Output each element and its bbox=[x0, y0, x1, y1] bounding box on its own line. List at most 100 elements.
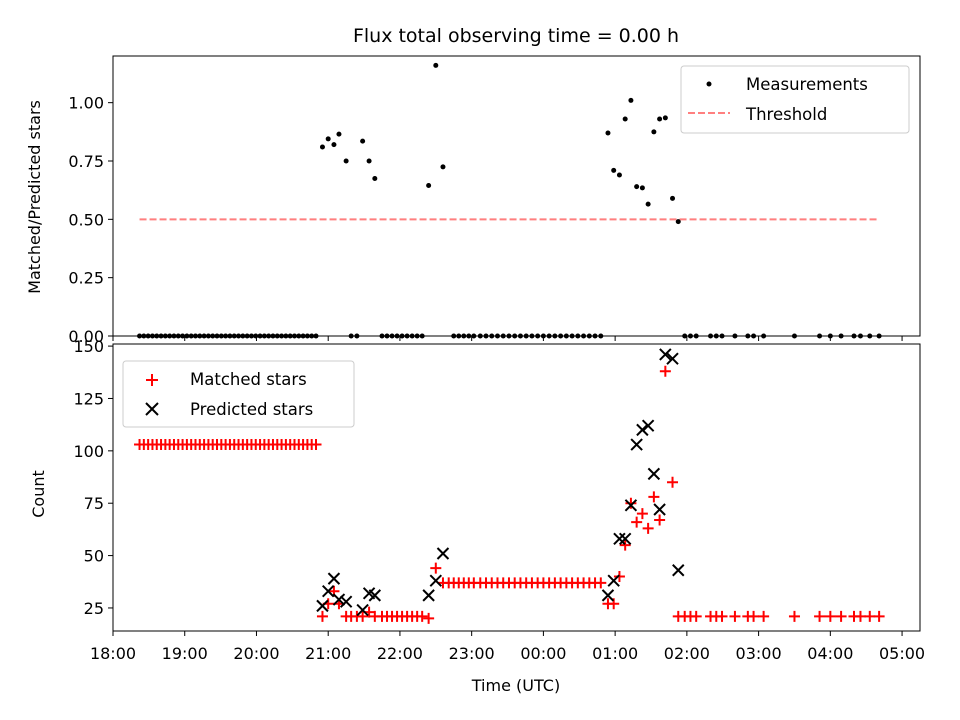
x-tick-label: 19:00 bbox=[162, 644, 208, 663]
measurement-point bbox=[651, 129, 657, 135]
predicted-star-point bbox=[613, 532, 626, 546]
predicted-star-point bbox=[422, 589, 435, 602]
measurement-point bbox=[319, 144, 325, 150]
matched-star-point bbox=[864, 610, 876, 622]
predicted-star-point bbox=[368, 589, 382, 602]
predicted-star-point bbox=[647, 467, 661, 481]
legend-matched-label: Matched stars bbox=[190, 370, 307, 389]
x-tick-label: 20:00 bbox=[233, 644, 279, 663]
measurement-point bbox=[675, 219, 681, 225]
bottom-y-tick-label: 50 bbox=[84, 547, 104, 566]
top-legend: Measurements Threshold bbox=[680, 65, 910, 134]
matched-star-point bbox=[758, 610, 770, 622]
matched-star-point bbox=[748, 610, 760, 622]
bottom-plot-area bbox=[134, 348, 885, 624]
legend-measurements-label: Measurements bbox=[746, 75, 868, 94]
matched-star-point bbox=[659, 365, 671, 377]
predicted-star-point bbox=[436, 547, 450, 560]
bottom-y-tick-label: 75 bbox=[84, 494, 104, 513]
measurement-point bbox=[366, 158, 372, 164]
measurement-point bbox=[372, 176, 378, 181]
matched-star-point bbox=[430, 562, 442, 574]
matched-star-point bbox=[636, 508, 648, 520]
matched-star-point bbox=[310, 439, 322, 451]
measurement-point bbox=[605, 130, 611, 136]
matched-star-point bbox=[316, 610, 328, 622]
predicted-star-point bbox=[659, 348, 672, 361]
matched-star-point bbox=[613, 571, 625, 583]
bottom-y-tick-label: 100 bbox=[73, 442, 104, 461]
measurement-point bbox=[616, 172, 622, 178]
measurement-point bbox=[634, 184, 640, 190]
predicted-star-point bbox=[653, 503, 666, 516]
measurement-point bbox=[426, 183, 432, 188]
predicted-star-point bbox=[630, 438, 643, 451]
matched-star-point bbox=[814, 610, 826, 622]
top-y-tick-label: 0.25 bbox=[68, 269, 104, 288]
legend-predicted-label: Predicted stars bbox=[190, 400, 313, 419]
predicted-star-point bbox=[607, 574, 620, 587]
predicted-star-point bbox=[339, 595, 353, 608]
matched-star-point bbox=[595, 577, 607, 589]
legend-predicted-marker bbox=[145, 402, 159, 416]
measurement-point bbox=[433, 62, 439, 68]
matched-star-point bbox=[654, 514, 666, 526]
legend-threshold-label: Threshold bbox=[745, 105, 827, 124]
matched-star-point bbox=[854, 610, 866, 622]
matched-star-point bbox=[835, 610, 847, 622]
bottom-legend-box bbox=[122, 360, 355, 428]
matched-star-point bbox=[625, 497, 637, 509]
bottom-axes-frame bbox=[112, 343, 921, 632]
predicted-star-point bbox=[601, 589, 615, 602]
x-tick-label: 22:00 bbox=[377, 644, 423, 663]
top-y-axis-label: Matched/Predicted stars bbox=[25, 100, 44, 294]
matched-star-point bbox=[416, 610, 428, 622]
predicted-star-point bbox=[321, 584, 335, 598]
matched-star-point bbox=[423, 612, 435, 624]
legend-matched-marker bbox=[146, 374, 158, 386]
matched-star-point bbox=[716, 610, 728, 622]
predicted-star-point bbox=[666, 352, 679, 365]
bottom-y-axis-label: Count bbox=[29, 470, 48, 518]
predicted-star-point bbox=[327, 572, 341, 585]
x-tick-label: 21:00 bbox=[305, 644, 351, 663]
matched-star-point bbox=[648, 491, 660, 503]
predicted-star-point bbox=[641, 419, 655, 432]
matched-star-point bbox=[873, 610, 885, 622]
measurement-point bbox=[657, 116, 663, 122]
measurement-point bbox=[645, 201, 651, 207]
measurement-point bbox=[331, 142, 337, 148]
top-y-tick-label: 0.75 bbox=[68, 152, 104, 171]
measurement-point bbox=[639, 185, 645, 191]
matched-star-point bbox=[667, 476, 679, 488]
predicted-star-point bbox=[332, 593, 346, 606]
bottom-y-tick-label: 25 bbox=[84, 599, 104, 618]
matched-star-point bbox=[788, 610, 800, 622]
matched-star-point bbox=[690, 610, 702, 622]
matched-star-point bbox=[357, 610, 369, 622]
matched-star-point bbox=[642, 522, 654, 534]
top-y-tick-label: 0.50 bbox=[68, 210, 104, 229]
top-y-tick-label: 0.00 bbox=[68, 327, 104, 346]
matched-star-point bbox=[631, 516, 643, 528]
chart-title: Flux total observing time = 0.00 h bbox=[353, 25, 679, 47]
matched-star-point bbox=[824, 610, 836, 622]
x-tick-label: 01:00 bbox=[592, 644, 638, 663]
measurement-point bbox=[440, 164, 446, 170]
measurement-point bbox=[622, 116, 628, 122]
x-tick-label: 05:00 bbox=[879, 644, 925, 663]
top-axes-frame bbox=[112, 55, 921, 337]
measurement-point bbox=[670, 195, 676, 201]
predicted-star-point bbox=[316, 599, 329, 613]
measurement-point bbox=[343, 158, 349, 164]
predicted-star-point bbox=[636, 423, 649, 437]
x-tick-label: 04:00 bbox=[807, 644, 853, 663]
x-tick-label: 00:00 bbox=[520, 644, 566, 663]
predicted-star-point bbox=[672, 564, 685, 577]
predicted-star-point bbox=[624, 499, 638, 512]
matched-star-point bbox=[729, 610, 741, 622]
x-tick-label: 03:00 bbox=[736, 644, 782, 663]
measurement-point bbox=[360, 138, 366, 144]
x-tick-label: 23:00 bbox=[449, 644, 495, 663]
